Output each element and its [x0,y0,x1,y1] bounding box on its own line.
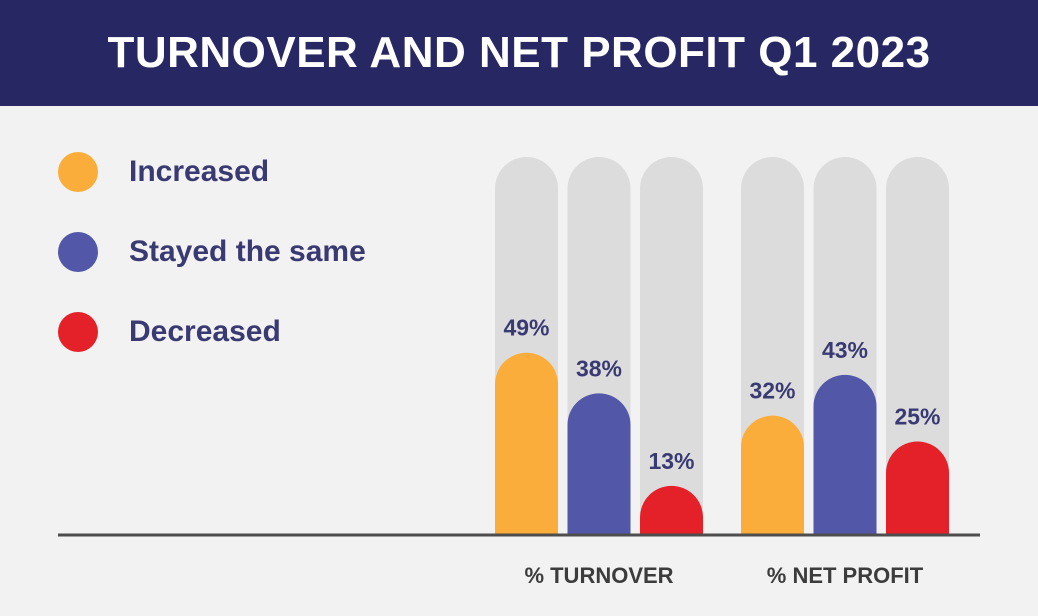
bar-track [640,157,703,535]
increased-dot-icon [58,152,98,192]
legend-label-decreased: Decreased [129,315,281,348]
legend-item-stayed-the-same: Stayed the same [58,232,366,272]
bar-decreased [640,485,703,534]
bar-decreased [886,441,949,534]
bar-value-label: 25% [894,404,940,430]
legend-label-increased: Increased [129,155,270,188]
bar-value-label: 32% [749,378,795,404]
legend-label-stayed-the-same: Stayed the same [129,235,366,268]
header-banner: TURNOVER AND NET PROFIT Q1 2023 [0,0,1038,106]
bar-increased [741,415,804,534]
decreased-dot-icon [58,312,98,352]
bar-track [886,157,949,535]
legend-item-decreased: Decreased [58,312,366,352]
bar-value-label: 43% [822,337,868,363]
bar-value-label: 49% [503,315,549,341]
page-title: TURNOVER AND NET PROFIT Q1 2023 [107,28,931,77]
bar-increased [495,352,558,534]
stayed-the-same-dot-icon [58,232,98,272]
bar-value-label: 38% [576,355,622,381]
bar-value-label: 13% [648,448,694,474]
bar-stayed-the-same [813,374,877,534]
category-label: % TURNOVER [524,563,673,588]
legend-item-increased: Increased [58,152,366,192]
category-label: % NET PROFIT [767,563,924,588]
bar-stayed-the-same [567,393,631,534]
legend: Increased Stayed the same Decreased [58,152,366,392]
